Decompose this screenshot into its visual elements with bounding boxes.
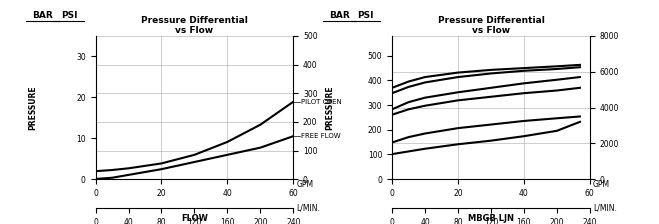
Text: PILOT OPEN: PILOT OPEN xyxy=(301,99,342,105)
Text: FREE FLOW: FREE FLOW xyxy=(301,133,341,139)
Text: FLOW: FLOW xyxy=(181,214,208,223)
Text: PSI: PSI xyxy=(357,11,374,20)
Text: PSI: PSI xyxy=(61,11,78,20)
Title: Pressure Differential
vs Flow: Pressure Differential vs Flow xyxy=(438,16,544,35)
Text: PRESSURE: PRESSURE xyxy=(325,85,334,130)
Text: BAR: BAR xyxy=(32,11,53,20)
Text: BAR: BAR xyxy=(329,11,350,20)
Text: L/MIN.: L/MIN. xyxy=(593,204,617,213)
Text: GPM: GPM xyxy=(593,180,610,189)
Text: L/MIN.: L/MIN. xyxy=(297,204,320,213)
Text: PRESSURE: PRESSURE xyxy=(28,85,38,130)
Text: GPM: GPM xyxy=(297,180,314,189)
Title: Pressure Differential
vs Flow: Pressure Differential vs Flow xyxy=(141,16,248,35)
Text: MBGB LJN: MBGB LJN xyxy=(468,214,514,223)
